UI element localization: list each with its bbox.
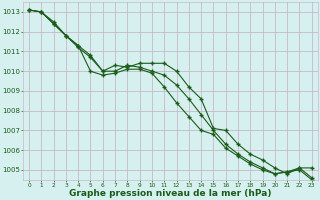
X-axis label: Graphe pression niveau de la mer (hPa): Graphe pression niveau de la mer (hPa): [69, 189, 272, 198]
